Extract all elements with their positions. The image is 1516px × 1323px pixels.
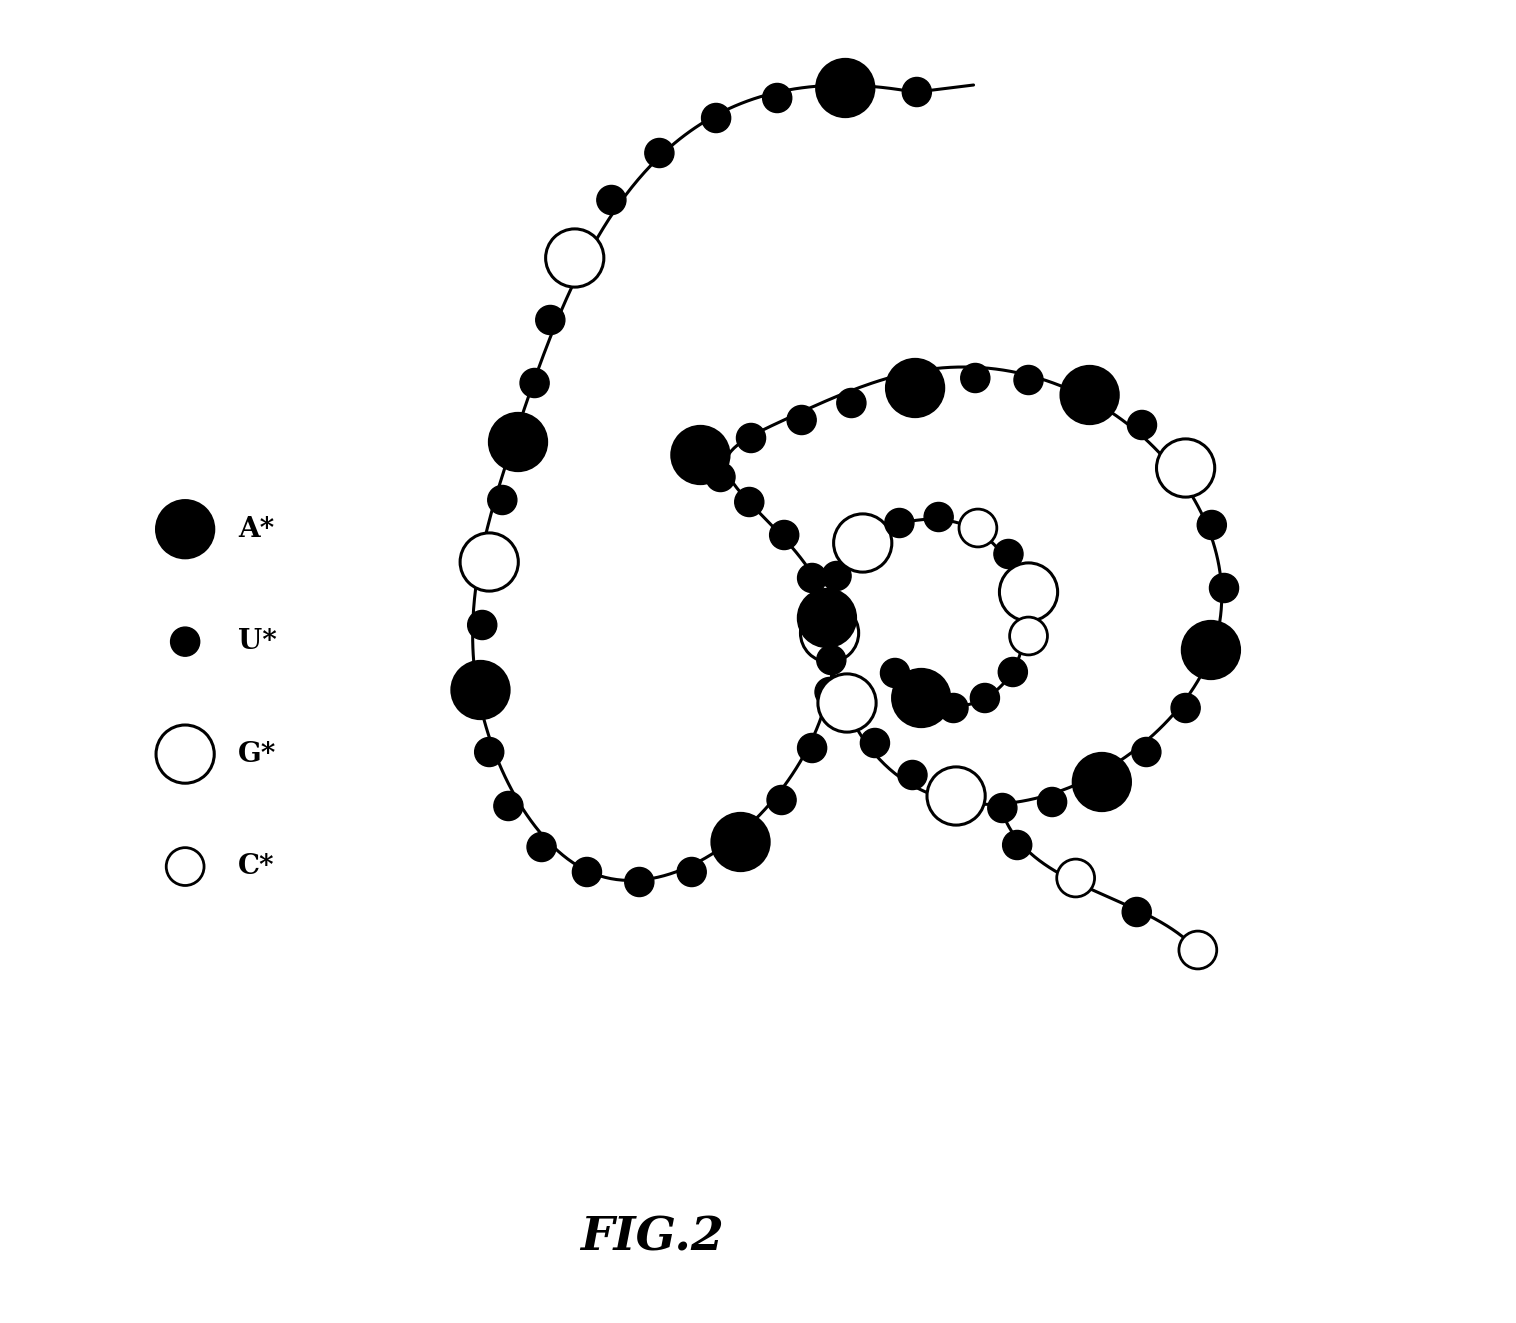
Circle shape	[902, 78, 931, 107]
Circle shape	[1198, 511, 1226, 540]
Circle shape	[1010, 617, 1048, 655]
Circle shape	[573, 857, 602, 886]
Circle shape	[837, 389, 866, 418]
Circle shape	[800, 603, 858, 662]
Circle shape	[1179, 931, 1217, 968]
Circle shape	[171, 627, 200, 656]
Circle shape	[1157, 439, 1214, 497]
Circle shape	[167, 848, 205, 885]
Circle shape	[156, 500, 214, 558]
Circle shape	[475, 737, 503, 766]
Circle shape	[644, 139, 675, 168]
Circle shape	[494, 791, 523, 820]
Circle shape	[970, 684, 999, 713]
Circle shape	[998, 658, 1028, 687]
Circle shape	[881, 659, 910, 688]
Circle shape	[1061, 366, 1119, 425]
Circle shape	[817, 646, 846, 675]
Circle shape	[994, 540, 1023, 569]
Circle shape	[488, 486, 517, 515]
Text: G*: G*	[238, 741, 276, 767]
Circle shape	[1037, 787, 1067, 816]
Circle shape	[1122, 897, 1151, 926]
Circle shape	[711, 812, 770, 871]
Circle shape	[702, 103, 731, 132]
Circle shape	[961, 364, 990, 393]
Circle shape	[1182, 620, 1240, 679]
Circle shape	[787, 405, 816, 434]
Circle shape	[763, 83, 791, 112]
Circle shape	[706, 463, 735, 492]
Circle shape	[834, 513, 891, 572]
Text: C*: C*	[238, 853, 274, 880]
Circle shape	[885, 508, 914, 537]
Circle shape	[999, 562, 1058, 620]
Circle shape	[988, 794, 1017, 823]
Circle shape	[770, 520, 799, 549]
Circle shape	[528, 832, 556, 861]
Text: A*: A*	[238, 516, 274, 542]
Circle shape	[822, 561, 850, 590]
Circle shape	[625, 868, 653, 897]
Circle shape	[520, 368, 549, 397]
Text: U*: U*	[238, 628, 277, 655]
Circle shape	[546, 229, 603, 287]
Circle shape	[797, 564, 826, 593]
Circle shape	[1210, 573, 1239, 602]
Circle shape	[897, 761, 926, 790]
Circle shape	[1132, 737, 1161, 766]
Circle shape	[672, 426, 729, 484]
Circle shape	[926, 767, 985, 826]
Circle shape	[797, 733, 826, 762]
Circle shape	[1014, 365, 1043, 394]
Circle shape	[938, 693, 969, 722]
Circle shape	[1002, 831, 1032, 860]
Circle shape	[459, 533, 518, 591]
Circle shape	[891, 669, 951, 728]
Circle shape	[1073, 753, 1131, 811]
Circle shape	[678, 857, 706, 886]
Circle shape	[797, 589, 857, 647]
Circle shape	[885, 359, 944, 417]
Circle shape	[597, 185, 626, 214]
Circle shape	[819, 673, 876, 732]
Circle shape	[1057, 859, 1095, 897]
Circle shape	[1170, 693, 1201, 722]
Circle shape	[1128, 410, 1157, 439]
Circle shape	[767, 786, 796, 815]
Text: FIG.2: FIG.2	[581, 1215, 725, 1259]
Circle shape	[156, 725, 214, 783]
Circle shape	[488, 413, 547, 471]
Circle shape	[737, 423, 766, 452]
Circle shape	[535, 306, 565, 335]
Circle shape	[816, 677, 844, 706]
Circle shape	[960, 509, 998, 546]
Circle shape	[467, 610, 497, 639]
Circle shape	[735, 487, 764, 516]
Circle shape	[816, 60, 875, 118]
Circle shape	[452, 662, 509, 720]
Circle shape	[861, 729, 890, 758]
Circle shape	[925, 503, 954, 532]
